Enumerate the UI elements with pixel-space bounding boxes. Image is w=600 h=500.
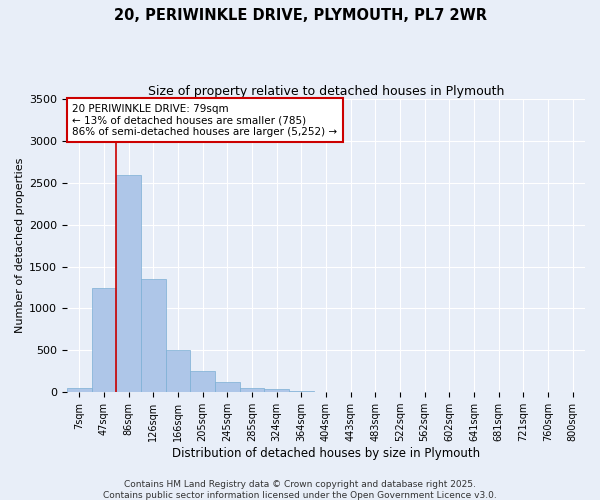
Y-axis label: Number of detached properties: Number of detached properties [15,158,25,334]
Bar [190,372,215,392]
Text: 20, PERIWINKLE DRIVE, PLYMOUTH, PL7 2WR: 20, PERIWINKLE DRIVE, PLYMOUTH, PL7 2WR [113,8,487,22]
Bar [116,174,141,392]
Bar [166,350,190,392]
Text: 20 PERIWINKLE DRIVE: 79sqm
← 13% of detached houses are smaller (785)
86% of sem: 20 PERIWINKLE DRIVE: 79sqm ← 13% of deta… [72,104,337,137]
Bar [141,279,166,392]
Bar [92,288,116,392]
Bar [239,388,265,392]
Bar [215,382,239,392]
X-axis label: Distribution of detached houses by size in Plymouth: Distribution of detached houses by size … [172,447,480,460]
Bar [289,391,314,392]
Bar [67,388,92,392]
Title: Size of property relative to detached houses in Plymouth: Size of property relative to detached ho… [148,85,504,98]
Bar [265,389,289,392]
Text: Contains HM Land Registry data © Crown copyright and database right 2025.
Contai: Contains HM Land Registry data © Crown c… [103,480,497,500]
